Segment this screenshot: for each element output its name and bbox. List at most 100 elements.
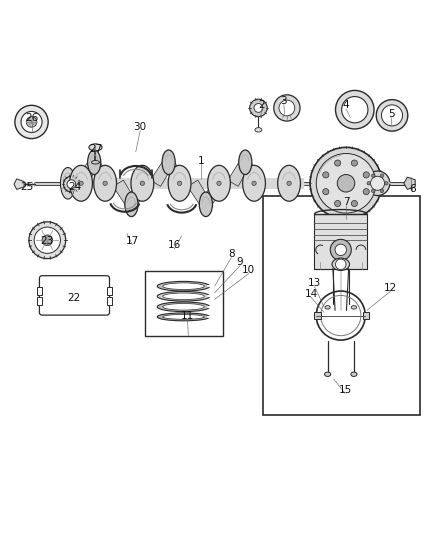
Text: 17: 17 [126,236,139,246]
Circle shape [310,147,382,219]
Ellipse shape [212,167,226,199]
Circle shape [67,180,76,189]
Ellipse shape [98,167,113,199]
Ellipse shape [208,165,230,201]
Text: 12: 12 [384,282,397,293]
Bar [145,271,223,336]
Bar [314,312,321,319]
Circle shape [381,105,403,126]
Circle shape [365,171,390,196]
Text: 30: 30 [134,122,147,132]
Circle shape [254,103,263,112]
Text: 22: 22 [67,293,80,303]
Ellipse shape [88,150,101,174]
Ellipse shape [199,192,212,216]
Polygon shape [14,179,24,189]
Circle shape [64,176,79,192]
Polygon shape [240,160,260,185]
Ellipse shape [332,258,350,270]
Circle shape [336,91,374,129]
Ellipse shape [168,165,191,201]
Text: 24: 24 [68,182,81,192]
Circle shape [140,181,145,185]
Ellipse shape [92,160,99,164]
Polygon shape [228,159,250,187]
Polygon shape [89,160,110,186]
Circle shape [376,100,408,131]
Text: 11: 11 [181,311,194,320]
Circle shape [274,95,300,121]
Circle shape [177,181,182,185]
Circle shape [335,244,346,255]
Text: 27: 27 [89,144,102,154]
Circle shape [367,182,371,185]
Polygon shape [201,180,224,207]
Ellipse shape [239,150,252,174]
Ellipse shape [351,372,357,376]
Ellipse shape [255,128,262,132]
Text: 3: 3 [280,96,287,106]
Circle shape [342,96,368,123]
Ellipse shape [135,167,150,199]
Polygon shape [164,160,185,186]
Circle shape [336,259,346,270]
Text: 4: 4 [343,100,350,110]
Circle shape [29,222,66,259]
Circle shape [371,189,375,192]
Text: 15: 15 [339,385,352,395]
Text: 5: 5 [388,109,395,119]
Text: 6: 6 [409,183,416,193]
Circle shape [380,174,384,177]
Polygon shape [127,181,148,207]
Polygon shape [187,180,210,207]
Ellipse shape [94,165,117,201]
Polygon shape [404,177,415,189]
Ellipse shape [351,305,357,309]
Text: 10: 10 [242,265,255,275]
Ellipse shape [70,165,92,201]
Circle shape [42,235,53,246]
Ellipse shape [162,314,204,319]
Bar [363,312,369,319]
Circle shape [103,181,107,185]
Bar [61,178,304,189]
Circle shape [26,117,37,127]
Circle shape [252,181,256,185]
Circle shape [79,181,83,185]
Text: 23: 23 [41,236,54,246]
Ellipse shape [243,165,265,201]
Polygon shape [150,159,173,187]
Bar [107,297,112,304]
Text: 14: 14 [304,289,318,298]
Text: 13: 13 [308,278,321,288]
Text: 2: 2 [258,100,265,110]
Text: 25: 25 [21,182,34,192]
Circle shape [380,189,384,192]
Circle shape [279,100,295,116]
Circle shape [217,181,221,185]
Circle shape [363,189,369,195]
Circle shape [371,174,375,177]
Text: 8: 8 [228,249,235,259]
Ellipse shape [172,167,187,199]
Ellipse shape [247,167,261,199]
Text: 16: 16 [168,240,181,251]
Text: 9: 9 [237,257,244,267]
Ellipse shape [157,313,210,321]
Circle shape [316,154,376,213]
Circle shape [323,189,329,195]
Text: 26: 26 [25,114,38,124]
FancyBboxPatch shape [39,276,110,315]
Circle shape [250,99,267,117]
Ellipse shape [162,283,204,289]
Circle shape [385,182,388,185]
Bar [314,214,367,269]
Circle shape [330,239,351,260]
Ellipse shape [60,167,75,199]
Circle shape [15,106,48,139]
Ellipse shape [282,167,297,199]
Ellipse shape [162,150,175,174]
Circle shape [323,172,329,178]
Bar [107,287,112,295]
Text: 7: 7 [343,197,350,207]
